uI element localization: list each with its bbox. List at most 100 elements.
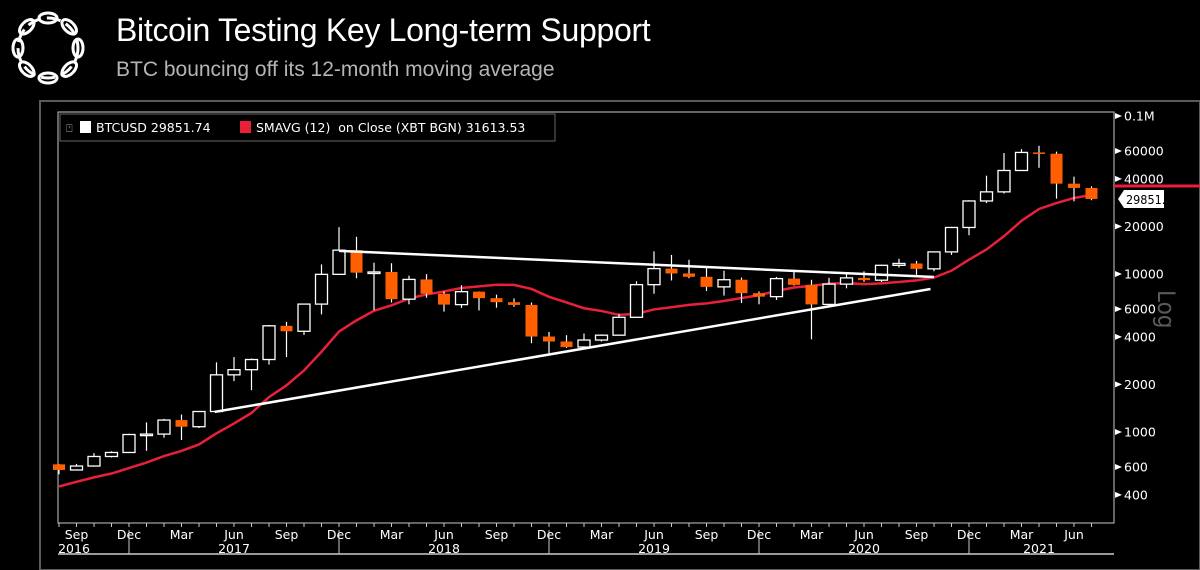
y-tick-mark — [1115, 464, 1122, 471]
candle-body-up — [454, 291, 469, 306]
y-tick-label: 1000 — [1124, 425, 1156, 440]
y-tick-mark — [1115, 306, 1122, 313]
candle-body-down — [53, 464, 65, 470]
y-tick-mark — [1115, 175, 1122, 182]
legend-swatch-sma — [240, 121, 251, 133]
candles-series — [53, 145, 1098, 475]
candle-body-down — [420, 279, 433, 294]
candle — [122, 433, 136, 454]
candle — [385, 263, 398, 303]
candle — [175, 414, 188, 440]
chart-panel-border — [39, 100, 1200, 570]
logo-loop — [60, 60, 78, 78]
candle — [314, 264, 329, 315]
candle — [612, 313, 626, 336]
last-price-label: 29851.74 — [1126, 192, 1180, 207]
logo-loop — [60, 18, 78, 36]
legend-toggle-icon[interactable]: ⍞ — [66, 122, 73, 135]
sma-line — [58, 193, 1092, 488]
candle — [1085, 186, 1098, 201]
candle — [647, 251, 661, 294]
candle-body-down — [385, 271, 398, 300]
candle-body-down — [1068, 183, 1080, 188]
candle — [438, 291, 450, 312]
candle — [332, 227, 346, 275]
candle-body-down — [788, 278, 800, 285]
candle-body-up — [332, 249, 346, 275]
x-year-label: 2021 — [1023, 541, 1055, 556]
y-tick-label: 0.1M — [1124, 109, 1155, 124]
candle-body-down — [683, 273, 695, 277]
page-title: Bitcoin Testing Key Long-term Support — [116, 12, 651, 48]
y-tick-mark — [1115, 271, 1122, 277]
candle — [209, 362, 224, 413]
candle-body-down — [910, 263, 923, 269]
x-year-label: 2018 — [428, 541, 460, 556]
candle — [944, 226, 959, 255]
candle — [979, 175, 994, 204]
x-year-label: 2020 — [848, 541, 880, 556]
candle-body-down — [508, 302, 520, 305]
candle — [769, 276, 784, 300]
candle — [788, 270, 800, 286]
y-tick-mark — [1115, 491, 1122, 498]
legend-label-btcusd: BTCUSD 29851.74 — [96, 120, 211, 135]
candle-body-down — [350, 250, 363, 273]
last-price-tag — [1118, 190, 1164, 208]
candle-body-down — [753, 293, 765, 297]
candle — [454, 285, 469, 308]
candle-body-up — [629, 284, 644, 318]
x-month-label: Sep — [695, 527, 719, 542]
candle-body-up — [227, 369, 241, 376]
log-scale-label[interactable]: Log — [1152, 290, 1180, 329]
candle-body-down — [665, 268, 678, 274]
candle-body-up — [157, 419, 171, 435]
candle — [1014, 149, 1029, 172]
candle-body-up — [87, 455, 101, 467]
candle — [892, 258, 906, 268]
candle — [402, 275, 416, 305]
candle-body-down — [490, 298, 503, 303]
candle-body-down — [560, 341, 573, 348]
x-month-label: Mar — [590, 527, 614, 542]
y-tick-label: 6000 — [1124, 302, 1156, 317]
candle — [420, 274, 433, 298]
candle — [839, 273, 854, 289]
logo-loop — [37, 71, 59, 85]
candle — [508, 298, 520, 307]
y-tick-label: 400 — [1124, 487, 1148, 502]
x-month-label: Mar — [380, 527, 404, 542]
candle-body-up — [822, 283, 836, 306]
candle — [700, 268, 713, 292]
candle — [874, 264, 889, 282]
candle — [1050, 151, 1063, 199]
logo-loop — [71, 37, 85, 59]
candle-body-up — [192, 410, 206, 428]
candle — [1033, 145, 1045, 168]
x-axis: Sep Dec Mar Jun Sep Dec Mar Jun Sep Dec Mar Jun Sep D… — [58, 523, 1092, 556]
candle-body-up — [122, 433, 136, 454]
candle-body-down — [473, 291, 485, 299]
candle-body-up — [874, 264, 889, 281]
logo-loop — [18, 18, 36, 36]
candle — [53, 464, 65, 475]
y-tick-mark — [1115, 113, 1122, 119]
candle-body-up — [69, 465, 84, 471]
candle — [665, 254, 678, 281]
candle-body-up — [104, 451, 119, 458]
candle — [683, 259, 695, 279]
y-tick-label: 4000 — [1124, 329, 1156, 344]
candle — [594, 334, 609, 342]
candle — [157, 418, 171, 438]
candle-body-up — [717, 279, 731, 288]
candle-body-up — [367, 271, 381, 275]
y-tick-mark — [1115, 381, 1122, 388]
logo-icon — [11, 11, 85, 85]
candle-body-up — [612, 316, 626, 336]
x-month-label: Sep — [905, 527, 929, 542]
candle — [350, 236, 363, 279]
candle-body-up — [769, 277, 784, 298]
candle-body-down — [543, 336, 555, 342]
candle-body-up — [402, 278, 416, 300]
